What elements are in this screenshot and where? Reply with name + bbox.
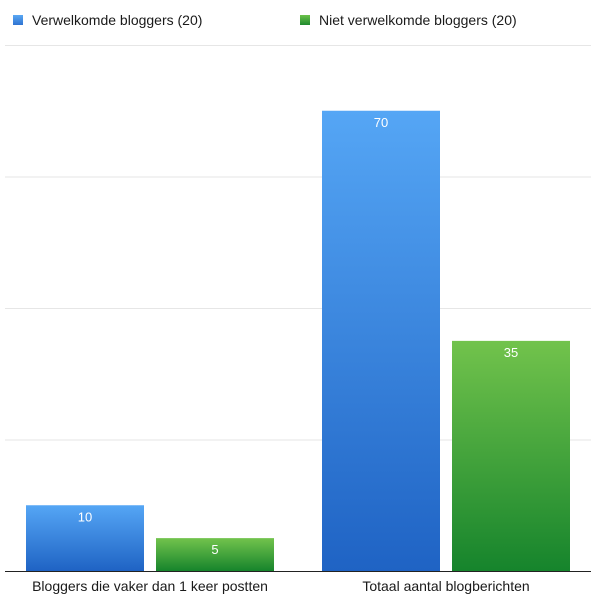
legend-label-not-welcomed: Niet verwelkomde bloggers (20) bbox=[319, 12, 517, 28]
legend-label-welcomed: Verwelkomde bloggers (20) bbox=[32, 12, 203, 28]
legend-item-welcomed: Verwelkomde bloggers (20) bbox=[13, 12, 202, 28]
bar-welcomed-1 bbox=[26, 505, 144, 571]
bar-not-welcomed-1 bbox=[156, 538, 274, 571]
legend-item-not-welcomed: Niet verwelkomde bloggers (20) bbox=[300, 12, 517, 28]
data-label-not-welcomed-1: 5 bbox=[211, 542, 218, 557]
legend-swatch-welcomed bbox=[13, 15, 23, 25]
data-label-welcomed-2: 70 bbox=[374, 115, 388, 130]
data-label-not-welcomed-2: 35 bbox=[504, 345, 518, 360]
data-label-welcomed-1: 10 bbox=[78, 509, 92, 524]
x-tick-label-1: Bloggers die vaker dan 1 keer postten bbox=[32, 578, 268, 594]
chart-legend: Verwelkomde bloggers (20) Niet verwelkom… bbox=[0, 12, 595, 34]
legend-swatch-not-welcomed bbox=[300, 15, 310, 25]
x-axis: Bloggers die vaker dan 1 keer postten Tot… bbox=[5, 571, 591, 594]
x-tick-label-2: Totaal aantal blogberichten bbox=[362, 578, 529, 594]
bar-welcomed-2 bbox=[322, 110, 440, 571]
bar-not-welcomed-2 bbox=[452, 340, 570, 571]
